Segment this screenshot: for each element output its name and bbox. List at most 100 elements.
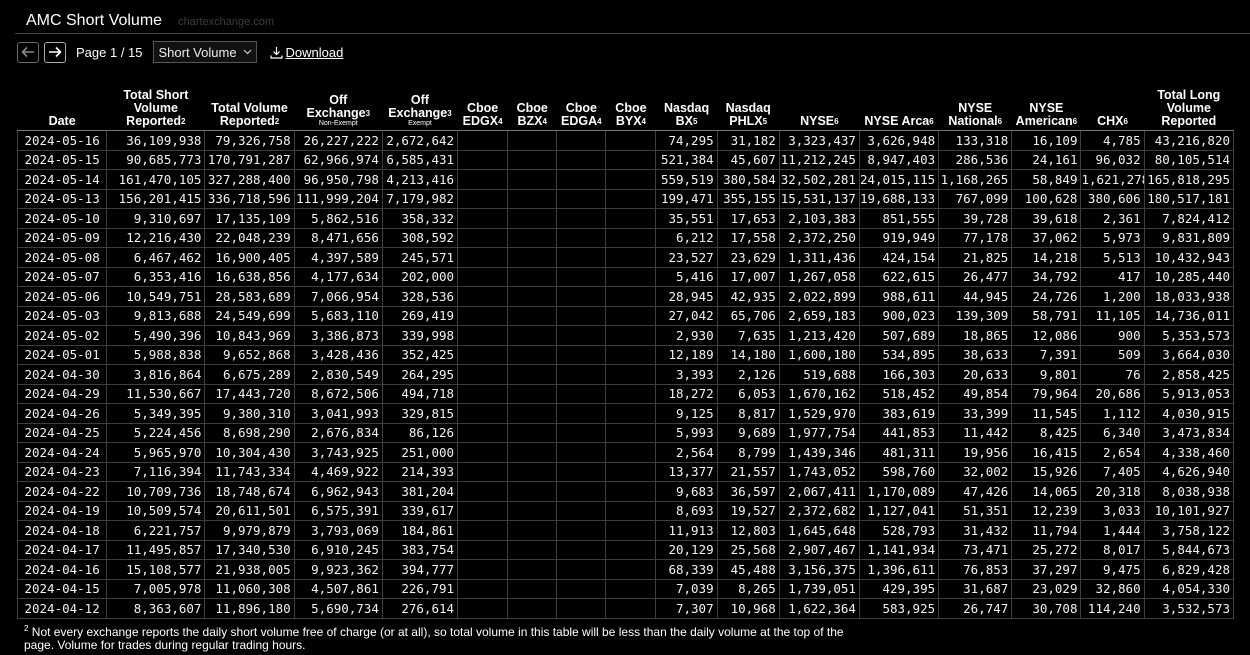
volume-cell: 111,999,204: [293, 188, 383, 209]
volume-cell: [457, 130, 509, 151]
volume-cell: 24,549,699: [204, 305, 295, 326]
date-cell: 2024-05-02: [16, 325, 108, 346]
volume-cell: 1,670,162: [778, 383, 860, 404]
arrow-left-icon: [21, 46, 34, 58]
volume-cell: [605, 305, 657, 326]
volume-cell: 21,557: [716, 461, 780, 482]
volume-cell: [457, 364, 509, 385]
volume-cell: 23,629: [716, 247, 780, 268]
download-label: Download: [285, 44, 344, 60]
short-volume-table: Date Total Short Volume Reported2 Total Vo…: [16, 72, 1235, 619]
volume-cell: [507, 227, 558, 248]
volume-cell: 2,830,549: [293, 364, 383, 385]
table-row: 2024-04-30 3,816,864 6,675,289 2,830,549 264…: [16, 364, 1235, 385]
volume-cell: 3,156,375: [778, 559, 860, 580]
column-header-footnote: 2: [181, 117, 186, 126]
volume-cell: 32,002: [938, 461, 1013, 482]
volume-cell: 8,693: [655, 500, 718, 521]
date-cell: 2024-05-07: [16, 266, 108, 287]
column-header-label: CHX: [1097, 114, 1124, 128]
volume-cell: 17,340,530: [204, 539, 295, 560]
volume-cell: 1,267,058: [778, 266, 860, 287]
volume-cell: 3,793,069: [293, 520, 383, 541]
volume-cell: 1,743,052: [778, 461, 860, 482]
volume-cell: [556, 539, 607, 560]
table-row: 2024-05-13 156,201,415 336,718,596 111,999,…: [16, 188, 1235, 209]
volume-cell: 7,005,978: [106, 578, 206, 599]
volume-cell: 214,393: [381, 461, 459, 482]
volume-cell: [457, 500, 509, 521]
volume-cell: 76: [1080, 364, 1145, 385]
volume-cell: 3,758,122: [1143, 520, 1235, 541]
volume-cell: [507, 461, 558, 482]
volume-cell: 10,509,574: [106, 500, 206, 521]
volume-cell: 133,318: [938, 130, 1013, 151]
volume-cell: 276,614: [381, 598, 459, 619]
volume-cell: 73,471: [938, 539, 1013, 560]
next-page-button[interactable]: [44, 41, 66, 63]
volume-cell: [556, 403, 607, 424]
volume-cell: 380,606: [1080, 188, 1145, 209]
volume-cell: 9,310,697: [106, 208, 206, 229]
volume-cell: [507, 422, 558, 443]
volume-type-select[interactable]: Short Volume: [152, 41, 257, 63]
volume-cell: [605, 403, 657, 424]
volume-cell: 156,201,415: [106, 188, 206, 209]
volume-cell: 8,672,506: [293, 383, 383, 404]
date-cell: 2024-05-16: [16, 130, 108, 151]
volume-cell: [605, 227, 657, 248]
previous-page-button[interactable]: [17, 41, 39, 63]
volume-cell: 45,488: [716, 559, 780, 580]
date-cell: 2024-04-15: [16, 578, 108, 599]
volume-cell: 23,029: [1011, 578, 1082, 599]
volume-cell: 45,607: [716, 149, 780, 170]
volume-cell: 3,393: [655, 364, 718, 385]
volume-cell: 199,471: [655, 188, 718, 209]
volume-cell: 2,930: [655, 325, 718, 346]
volume-cell: [507, 539, 558, 560]
volume-cell: [605, 325, 657, 346]
volume-cell: 6,212: [655, 227, 718, 248]
volume-cell: 5,683,110: [293, 305, 383, 326]
volume-cell: 17,653: [716, 208, 780, 229]
volume-cell: [457, 149, 509, 170]
column-header-label: Date: [48, 114, 76, 128]
volume-cell: 6,575,391: [293, 500, 383, 521]
volume-cell: [605, 169, 657, 190]
download-link[interactable]: Download: [269, 44, 344, 60]
column-header: NYSE6: [779, 72, 860, 131]
volume-cell: 528,793: [858, 520, 940, 541]
volume-cell: 33,399: [938, 403, 1013, 424]
volume-cell: 18,865: [938, 325, 1013, 346]
volume-cell: 1,444: [1080, 520, 1145, 541]
date-cell: 2024-04-26: [16, 403, 108, 424]
volume-cell: 20,633: [938, 364, 1013, 385]
volume-cell: [457, 344, 509, 365]
volume-cell: 37,062: [1011, 227, 1082, 248]
volume-cell: [556, 559, 607, 580]
volume-cell: 429,395: [858, 578, 940, 599]
volume-cell: 8,265: [716, 578, 780, 599]
column-header-footnote: 6: [1072, 117, 1078, 126]
volume-cell: 14,218: [1011, 247, 1082, 268]
volume-cell: 5,993: [655, 422, 718, 443]
volume-cell: [556, 247, 607, 268]
volume-cell: 7,116,394: [106, 461, 206, 482]
volume-cell: 11,495,857: [106, 539, 206, 560]
volume-cell: 1,200: [1080, 286, 1145, 307]
table-row: 2024-04-24 5,965,970 10,304,430 3,743,925 25…: [16, 442, 1235, 463]
volume-cell: 3,816,864: [106, 364, 206, 385]
date-cell: 2024-04-18: [16, 520, 108, 541]
volume-cell: 3,323,437: [778, 130, 860, 151]
volume-cell: 96,032: [1080, 149, 1145, 170]
volume-cell: [605, 208, 657, 229]
volume-cell: 4,785: [1080, 130, 1145, 151]
volume-cell: [457, 598, 509, 619]
volume-cell: [556, 364, 607, 385]
volume-cell: 24,015,115: [858, 169, 940, 190]
volume-cell: [507, 520, 558, 541]
volume-cell: 38,633: [938, 344, 1013, 365]
volume-cell: 4,338,460: [1143, 442, 1235, 463]
column-header-label: Cboe BZX: [516, 101, 548, 128]
volume-cell: 26,227,222: [293, 130, 383, 151]
